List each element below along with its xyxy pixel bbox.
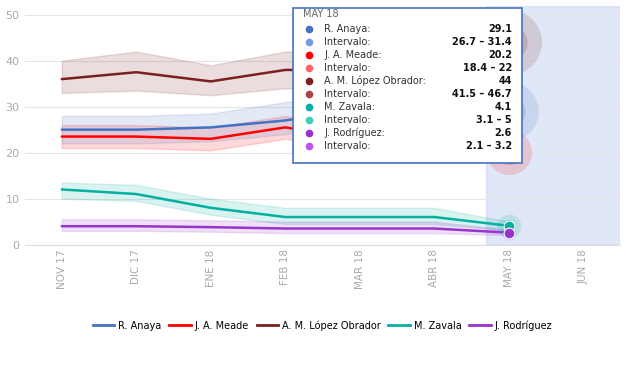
Point xyxy=(504,223,514,229)
Point xyxy=(504,232,514,238)
Point xyxy=(504,39,514,45)
Bar xyxy=(486,5,620,244)
Point xyxy=(504,119,514,125)
Text: Intervalo:: Intervalo: xyxy=(324,140,374,151)
Point xyxy=(504,108,514,114)
Point xyxy=(504,223,514,229)
Point xyxy=(504,108,514,114)
Point xyxy=(504,227,514,234)
Text: J. A. Meade:: J. A. Meade: xyxy=(324,50,385,60)
Text: Intervalo:: Intervalo: xyxy=(324,115,374,125)
Point xyxy=(504,140,514,147)
Text: Intervalo:: Intervalo: xyxy=(324,89,374,99)
Text: MAY 18: MAY 18 xyxy=(303,9,339,19)
Point xyxy=(504,149,514,155)
FancyBboxPatch shape xyxy=(293,8,522,163)
Point xyxy=(504,108,514,114)
Point xyxy=(504,230,514,236)
Point xyxy=(504,223,514,229)
Text: 2.1 – 3.2: 2.1 – 3.2 xyxy=(466,140,512,151)
Text: J. Rodríguez:: J. Rodríguez: xyxy=(324,128,388,138)
Legend: R. Anaya, J. A. Meade, A. M. López Obrador, M. Zavala, J. Rodríguez: R. Anaya, J. A. Meade, A. M. López Obrad… xyxy=(89,316,556,335)
Text: 26.7 – 31.4: 26.7 – 31.4 xyxy=(453,37,512,47)
Text: Intervalo:: Intervalo: xyxy=(324,37,374,47)
Point xyxy=(504,157,514,163)
Text: 44: 44 xyxy=(498,76,512,86)
Point xyxy=(504,149,514,155)
Point xyxy=(504,149,514,155)
Text: A. M. López Obrador:: A. M. López Obrador: xyxy=(324,76,429,87)
Point xyxy=(504,27,514,33)
Point xyxy=(504,39,514,45)
Text: 29.1: 29.1 xyxy=(488,24,512,35)
Point xyxy=(504,51,514,57)
Text: Intervalo:: Intervalo: xyxy=(324,63,374,73)
Text: 18.4 – 22: 18.4 – 22 xyxy=(463,63,512,73)
Point xyxy=(504,227,514,233)
Text: 3.1 – 5: 3.1 – 5 xyxy=(476,115,512,125)
Text: 20.2: 20.2 xyxy=(488,50,512,60)
Text: R. Anaya:: R. Anaya: xyxy=(324,24,374,35)
Text: M. Zavala:: M. Zavala: xyxy=(324,102,378,112)
Text: 4.1: 4.1 xyxy=(495,102,512,112)
Text: 41.5 – 46.7: 41.5 – 46.7 xyxy=(453,89,512,99)
Point xyxy=(504,230,514,236)
Point xyxy=(504,39,514,45)
Text: 2.6: 2.6 xyxy=(495,128,512,138)
Point xyxy=(504,97,514,103)
Point xyxy=(504,218,514,225)
Point xyxy=(504,230,514,236)
